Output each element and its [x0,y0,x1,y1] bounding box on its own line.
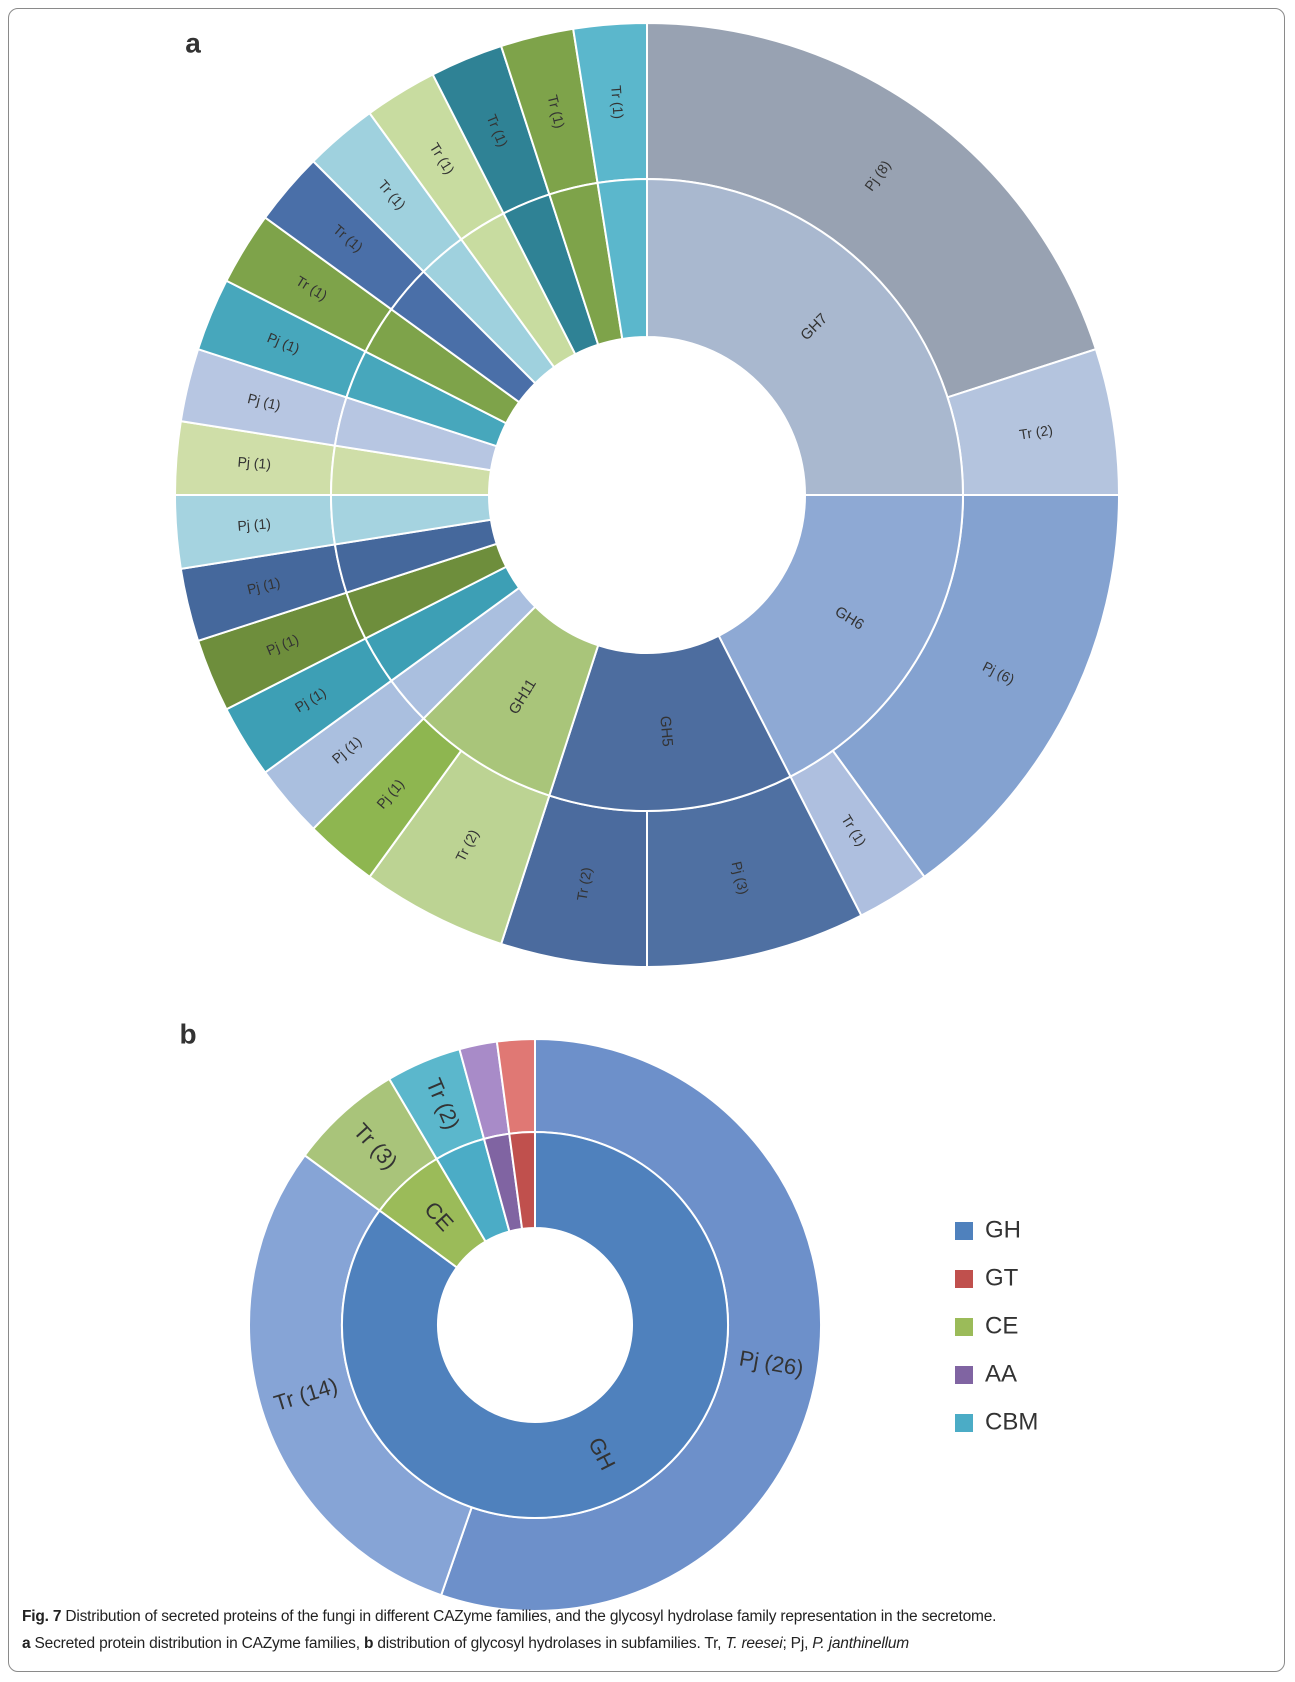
panel-label: a [185,27,201,58]
legend-label: CBM [985,1408,1038,1435]
caption-text: Secreted protein distribution in CAZyme … [34,1635,361,1652]
inner-segment [646,177,965,496]
segment-label: Tr (2) [574,866,595,902]
inner-segment [548,634,792,812]
segment-label: Pj (1) [237,515,272,534]
inner-segment [508,1130,536,1230]
caption-line: Fig. 7 Distribution of secreted proteins… [22,1603,1277,1630]
legend-label: GT [985,1264,1019,1291]
family-label: GH5 [656,715,675,747]
inner-segment [341,1130,729,1519]
inner-segment [596,177,648,341]
caption-species: T. reesei [725,1635,783,1652]
legend-swatch [955,1222,973,1240]
inner-segment [717,494,965,778]
caption: Fig. 7 Distribution of secreted proteins… [22,1603,1277,1657]
legend-label: AA [985,1360,1017,1387]
legend-swatch [955,1366,973,1384]
segment-label: Pj (1) [245,574,281,597]
caption-text: Distribution of secreted proteins of the… [65,1608,997,1625]
segment-label: Pj (1) [246,390,282,413]
caption-panel: a [22,1635,31,1652]
legend-label: CE [985,1312,1018,1339]
legend-swatch [955,1414,973,1432]
segment-label: Tr (1) [608,85,627,120]
caption-species: P. janthinellum [812,1635,909,1652]
caption-line: a Secreted protein distribution in CAZym… [22,1630,1277,1657]
panel-label: b [179,1018,196,1049]
caption-label: Fig. 7 [22,1608,62,1625]
legend-label: GH [985,1216,1021,1243]
caption-text: ; Pj, [782,1635,809,1652]
caption-panel: b [363,1635,374,1652]
figure-frame [8,8,1285,1672]
segment-label: Pj (1) [237,454,272,473]
legend-swatch [955,1318,973,1336]
segment-label: Tr (1) [545,93,568,130]
caption-text: distribution of glycosyl hydrolases in s… [377,1635,722,1652]
segment-label: Pj (3) [729,860,752,896]
segment-label: Tr (2) [1018,422,1054,443]
legend-swatch [955,1270,973,1288]
